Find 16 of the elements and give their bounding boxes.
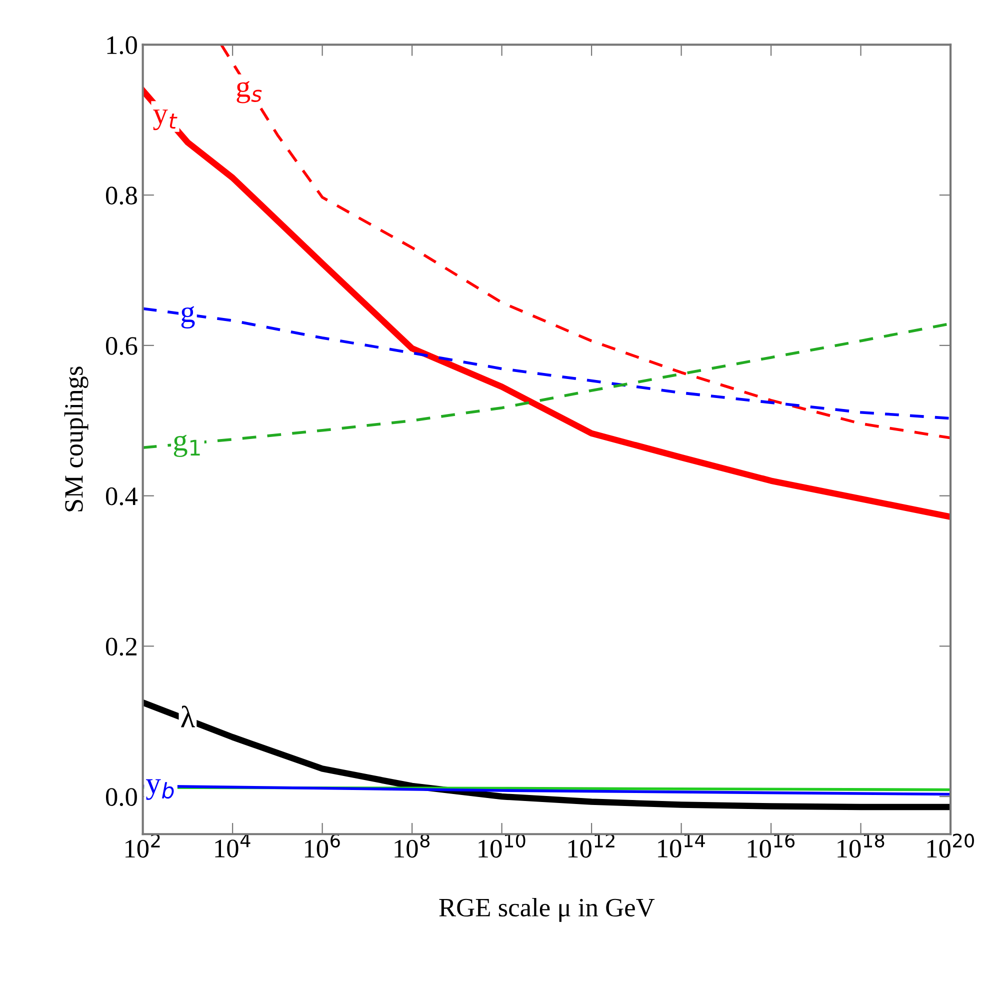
y-tick-label: 0.4 (106, 487, 138, 506)
series-label: y$_{b}$ (146, 779, 174, 800)
y-tick-label: 0.0 (106, 788, 137, 806)
y-tick-label: 0.2 (106, 638, 137, 656)
series-label: λ (181, 706, 195, 728)
series-label: g$_{s}$ (236, 81, 262, 104)
y-tick-label: 1.0 (107, 36, 137, 54)
y-tick-label: 0.8 (106, 186, 137, 205)
y-axis-title: SM couplings (64, 366, 88, 512)
x-tick-label: 10$^{20}$ (927, 834, 974, 858)
y-tick-label: 0.6 (106, 337, 138, 355)
series-label: g (181, 306, 195, 328)
series-label: g$_{1}$ (174, 434, 200, 458)
line-series (142, 307, 951, 420)
x-axis-title: RGE scale μ in GeV (439, 898, 655, 922)
series-label: y$_{t}$ (153, 110, 178, 130)
